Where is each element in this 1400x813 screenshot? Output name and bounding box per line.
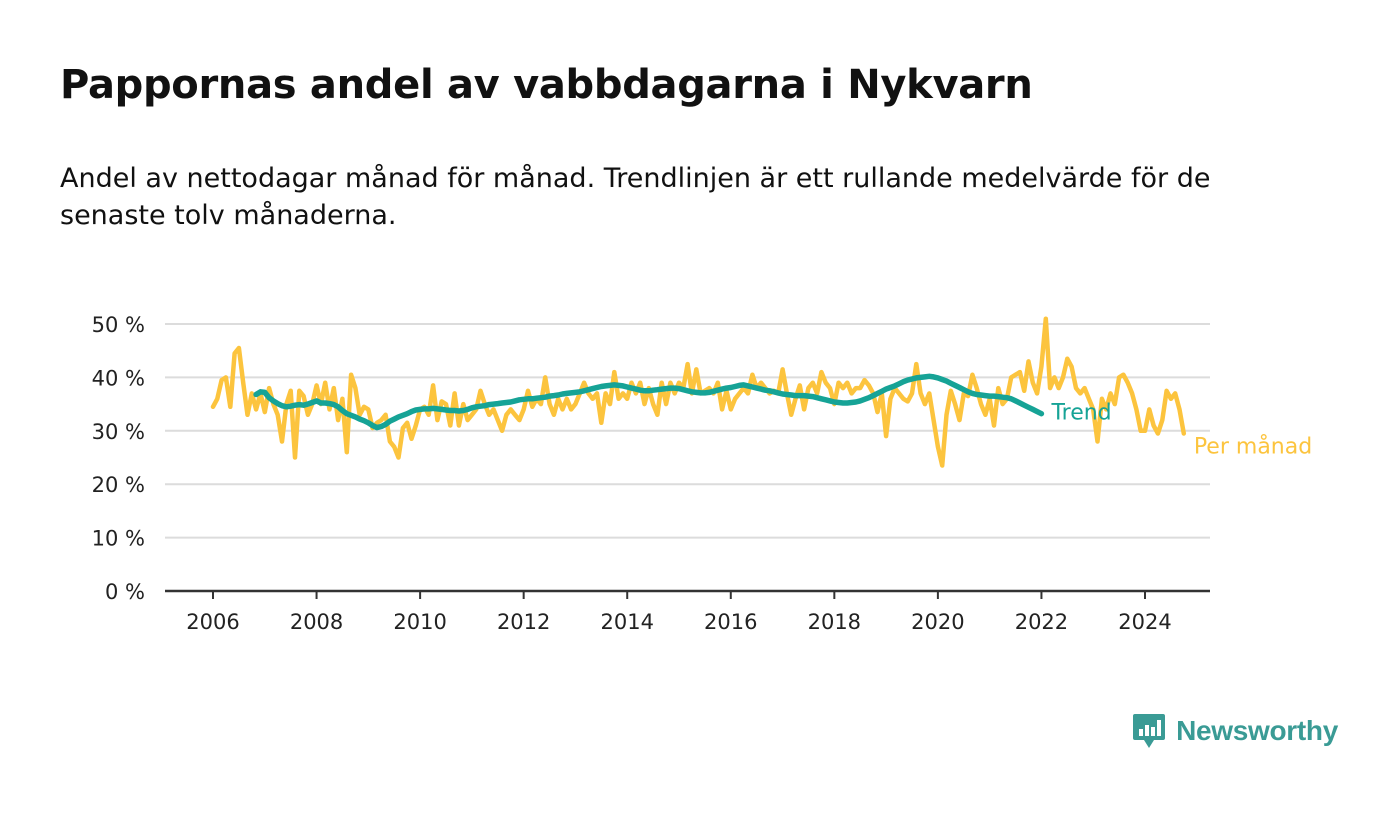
series-label-per-manad: Per månad (1194, 433, 1312, 459)
chart-title: Pappornas andel av vabbdagarna i Nykvarn (60, 62, 1033, 108)
y-tick-label: 30 % (92, 420, 145, 444)
series-label-trend: Trend (1050, 401, 1111, 426)
x-tick-label: 2022 (1015, 610, 1068, 634)
chart-subtitle: Andel av nettodagar månad för månad. Tre… (60, 163, 1211, 231)
series-labels: Per månad Trend (1050, 401, 1312, 460)
x-tick-label: 2024 (1118, 610, 1171, 634)
x-tick-label: 2016 (704, 610, 757, 634)
newsworthy-logo-icon (1133, 714, 1166, 748)
y-tick-label: 0 % (105, 580, 145, 604)
series-line-trend (253, 373, 1045, 431)
y-axis-ticks: 0 % 10 % 20 % 30 % 40 % 50 % (92, 313, 145, 604)
x-tick-label: 2012 (497, 610, 550, 634)
x-tick-label: 2014 (600, 610, 653, 634)
y-tick-label: 20 % (92, 473, 145, 497)
x-tick-label: 2006 (186, 610, 239, 634)
newsworthy-logo-text: Newsworthy (1176, 715, 1338, 746)
grid-lines (165, 323, 1210, 539)
x-tick-label: 2010 (393, 610, 446, 634)
series-lines (210, 316, 1187, 468)
x-tick-label: 2018 (808, 610, 861, 634)
x-tick-label: 2008 (290, 610, 343, 634)
y-tick-label: 40 % (92, 366, 145, 390)
y-tick-label: 10 % (92, 527, 145, 551)
newsworthy-logo[interactable]: Newsworthy (1132, 712, 1338, 750)
x-axis-ticks: 2006 2008 2010 2012 2014 2016 2018 2020 2022 2024 (186, 591, 1172, 634)
y-tick-label: 50 % (92, 313, 145, 337)
x-tick-label: 2020 (911, 610, 964, 634)
